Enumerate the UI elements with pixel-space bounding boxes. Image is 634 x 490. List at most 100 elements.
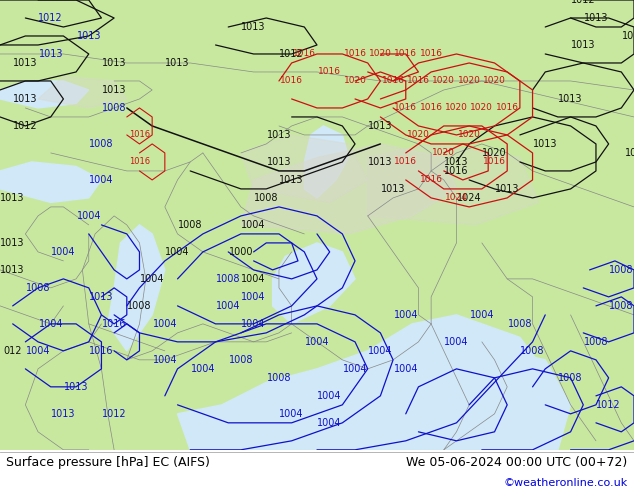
Text: 1004: 1004	[343, 364, 367, 374]
Text: 1016: 1016	[318, 68, 341, 76]
Text: 101: 101	[625, 148, 634, 158]
Text: 1008: 1008	[229, 355, 253, 365]
Polygon shape	[178, 315, 571, 450]
Text: 1008: 1008	[102, 103, 126, 113]
Text: 1012: 1012	[571, 0, 595, 5]
Text: 1004: 1004	[305, 337, 329, 347]
Text: 1004: 1004	[444, 337, 469, 347]
Text: 1008: 1008	[178, 220, 202, 230]
Text: 1004: 1004	[368, 346, 392, 356]
Polygon shape	[368, 144, 539, 225]
Text: 1013: 1013	[1, 265, 25, 275]
Polygon shape	[444, 351, 571, 450]
Text: 1004: 1004	[191, 364, 215, 374]
Text: 1013: 1013	[51, 409, 75, 419]
Text: 1012: 1012	[102, 409, 126, 419]
Text: 1013: 1013	[368, 157, 392, 167]
Text: 1013: 1013	[102, 85, 126, 95]
Text: 1012: 1012	[13, 121, 37, 131]
Polygon shape	[241, 135, 368, 202]
Text: 1024: 1024	[457, 193, 481, 203]
Polygon shape	[108, 225, 165, 351]
Text: 1004: 1004	[242, 274, 266, 284]
Text: 1013: 1013	[533, 139, 557, 149]
Text: 1016: 1016	[102, 319, 126, 329]
Text: 1013: 1013	[368, 121, 392, 131]
Polygon shape	[0, 162, 101, 202]
Text: 1004: 1004	[153, 319, 177, 329]
Text: 1013: 1013	[559, 94, 583, 104]
Text: 1008: 1008	[584, 337, 608, 347]
Text: 1004: 1004	[165, 247, 190, 257]
Text: 1016: 1016	[496, 103, 519, 113]
Text: 1013: 1013	[1, 193, 25, 203]
Text: 1012: 1012	[280, 49, 304, 59]
Text: 1016: 1016	[407, 76, 430, 85]
Text: 1016: 1016	[483, 157, 506, 167]
Text: 1004: 1004	[242, 292, 266, 302]
Text: Surface pressure [hPa] EC (AIFS): Surface pressure [hPa] EC (AIFS)	[6, 456, 210, 469]
Text: 1004: 1004	[318, 391, 342, 401]
Text: 1013: 1013	[64, 382, 88, 392]
Text: 1016: 1016	[394, 157, 417, 167]
Text: 1020: 1020	[445, 103, 468, 113]
Text: 1020: 1020	[458, 130, 481, 140]
Text: We 05-06-2024 00:00 UTC (00+72): We 05-06-2024 00:00 UTC (00+72)	[406, 456, 628, 469]
Text: 1020: 1020	[432, 76, 455, 85]
Text: 1008: 1008	[609, 265, 633, 275]
Text: ©weatheronline.co.uk: ©weatheronline.co.uk	[503, 478, 628, 488]
Text: 1013: 1013	[13, 94, 37, 104]
Text: 1020: 1020	[432, 148, 455, 157]
Text: 1016: 1016	[420, 49, 443, 58]
Text: 1008: 1008	[89, 139, 113, 149]
Polygon shape	[0, 81, 89, 108]
Text: 1012: 1012	[622, 31, 634, 41]
Text: 1004: 1004	[26, 346, 50, 356]
Text: 1004: 1004	[77, 211, 101, 221]
Text: 1000: 1000	[229, 247, 253, 257]
Text: 1016: 1016	[394, 103, 417, 113]
Text: 1013: 1013	[242, 22, 266, 32]
Text: 1004: 1004	[280, 409, 304, 419]
Text: 1004: 1004	[39, 319, 63, 329]
Text: 1008: 1008	[521, 346, 545, 356]
Text: 1013: 1013	[39, 49, 63, 59]
Text: 1012: 1012	[597, 400, 621, 410]
Text: 1013: 1013	[13, 58, 37, 68]
Text: 1008: 1008	[254, 193, 278, 203]
Text: 1013: 1013	[571, 40, 595, 50]
Text: 1004: 1004	[153, 355, 177, 365]
Text: 1024: 1024	[445, 194, 468, 202]
Text: 1016: 1016	[382, 76, 404, 85]
Text: 1020: 1020	[470, 103, 493, 113]
Text: 1004: 1004	[216, 301, 240, 311]
Text: 1016: 1016	[444, 166, 469, 176]
Text: 1013: 1013	[444, 157, 469, 167]
Text: 1012: 1012	[39, 13, 63, 23]
Text: 1013: 1013	[89, 292, 113, 302]
Text: 1016: 1016	[394, 49, 417, 58]
Text: 1013: 1013	[165, 58, 190, 68]
Text: 1020: 1020	[369, 49, 392, 58]
Text: 1008: 1008	[609, 301, 633, 311]
Text: 1008: 1008	[127, 301, 152, 311]
Polygon shape	[241, 144, 456, 234]
Text: 1004: 1004	[242, 319, 266, 329]
Text: 1004: 1004	[242, 220, 266, 230]
Text: 1016: 1016	[420, 175, 443, 184]
Text: 1004: 1004	[51, 247, 75, 257]
Text: 1013: 1013	[381, 184, 405, 194]
Text: 1013: 1013	[267, 130, 291, 140]
Text: 1008: 1008	[267, 373, 291, 383]
Text: 1013: 1013	[280, 175, 304, 185]
Text: 1008: 1008	[26, 283, 50, 293]
Text: 1013: 1013	[1, 238, 25, 248]
Text: 1016: 1016	[129, 130, 150, 140]
Text: 1013: 1013	[102, 58, 126, 68]
Text: 1008: 1008	[508, 319, 532, 329]
Text: 1013: 1013	[584, 13, 608, 23]
Polygon shape	[304, 126, 349, 198]
Text: 1004: 1004	[89, 175, 113, 185]
Text: 1004: 1004	[318, 418, 342, 428]
Text: 1004: 1004	[140, 274, 164, 284]
